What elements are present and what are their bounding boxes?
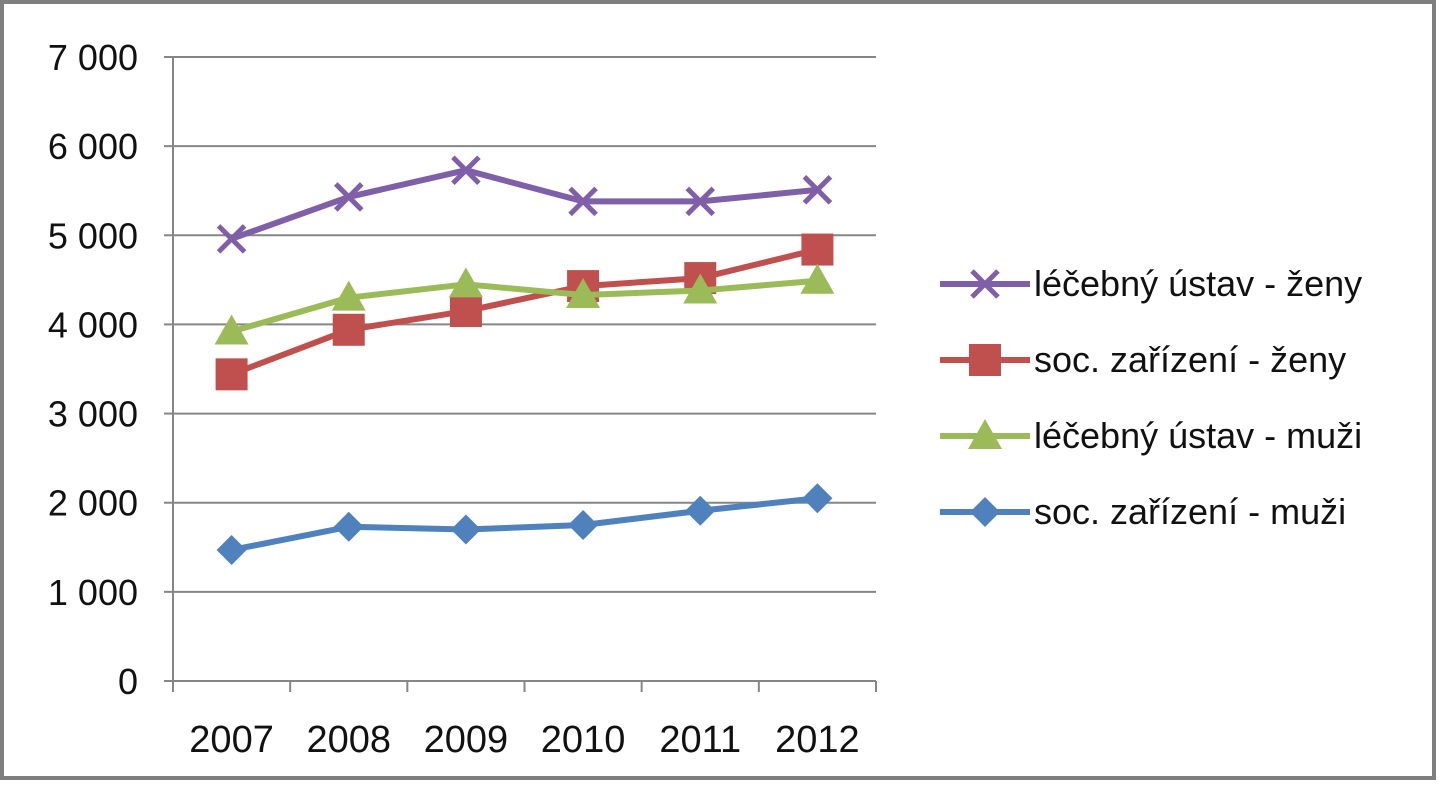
data-point-marker <box>801 233 834 266</box>
data-point-marker <box>448 267 483 298</box>
data-point-marker <box>331 280 366 311</box>
data-point-marker <box>216 534 247 565</box>
data-point-marker <box>333 182 364 212</box>
series-3 <box>216 483 833 565</box>
legend-entry: soc. zařízení - ženy <box>940 339 1346 380</box>
data-point-marker <box>216 224 247 254</box>
data-point-marker <box>800 263 835 294</box>
data-point-marker <box>802 175 833 205</box>
data-point-marker <box>333 511 364 542</box>
data-point-marker <box>568 510 599 540</box>
series-line <box>230 246 819 378</box>
axes: 0 1 000 2 000 3 000 4 000 5 000 6 000 7 000 2007… <box>48 37 877 761</box>
x-tick-label: 2011 <box>659 719 741 761</box>
data-point-marker <box>214 314 249 345</box>
data-point-marker <box>685 495 716 526</box>
legend-label: soc. zařízení - ženy <box>1034 339 1346 380</box>
legend-label: léčebný ústav - ženy <box>1034 263 1362 304</box>
data-point-marker <box>568 186 598 217</box>
y-tick-label: 4 000 <box>48 304 138 345</box>
x-tick-label: 2010 <box>541 719 626 761</box>
x-tick-label: 2008 <box>306 719 391 761</box>
data-point-marker <box>451 155 481 185</box>
legend-marker <box>970 269 1000 299</box>
y-tick-label: 5 000 <box>48 215 138 256</box>
x-tick-label: 2007 <box>189 719 274 761</box>
data-point-marker <box>566 278 601 309</box>
legend: léčebný ústav - ženy soc. zařízení - ženy… <box>940 263 1362 532</box>
y-tick-label: 3 000 <box>48 394 138 435</box>
y-tick-label: 6 000 <box>48 126 138 167</box>
series-0 <box>216 155 833 254</box>
y-tick-label: 2 000 <box>48 483 138 524</box>
data-point-marker <box>449 295 482 328</box>
data-point-marker <box>683 273 718 304</box>
legend-label: soc. zařízení - muži <box>1034 491 1346 532</box>
legend-marker <box>968 419 1002 449</box>
data-point-marker <box>802 483 833 514</box>
legend-entry: soc. zařízení - muži <box>940 491 1346 532</box>
legend-marker <box>970 497 1000 527</box>
data-point-marker <box>685 186 716 217</box>
series-line <box>231 495 818 553</box>
data-point-marker <box>332 313 365 346</box>
y-tick-label: 0 <box>118 661 138 702</box>
series-2 <box>214 263 835 345</box>
y-tick-label: 7 000 <box>48 37 138 78</box>
series-line <box>230 167 818 242</box>
x-tick-label: 2012 <box>775 719 860 761</box>
legend-entry: léčebný ústav - ženy <box>940 263 1362 304</box>
legend-entry: léčebný ústav - muži <box>940 415 1362 456</box>
data-point-marker <box>215 358 248 391</box>
y-tick-label: 1 000 <box>48 572 138 613</box>
data-point-marker <box>450 514 481 545</box>
legend-label: léčebný ústav - muži <box>1034 415 1362 456</box>
legend-marker <box>969 344 1001 376</box>
series-group <box>214 155 835 565</box>
x-tick-label: 2009 <box>424 719 509 761</box>
series-line <box>230 277 818 335</box>
